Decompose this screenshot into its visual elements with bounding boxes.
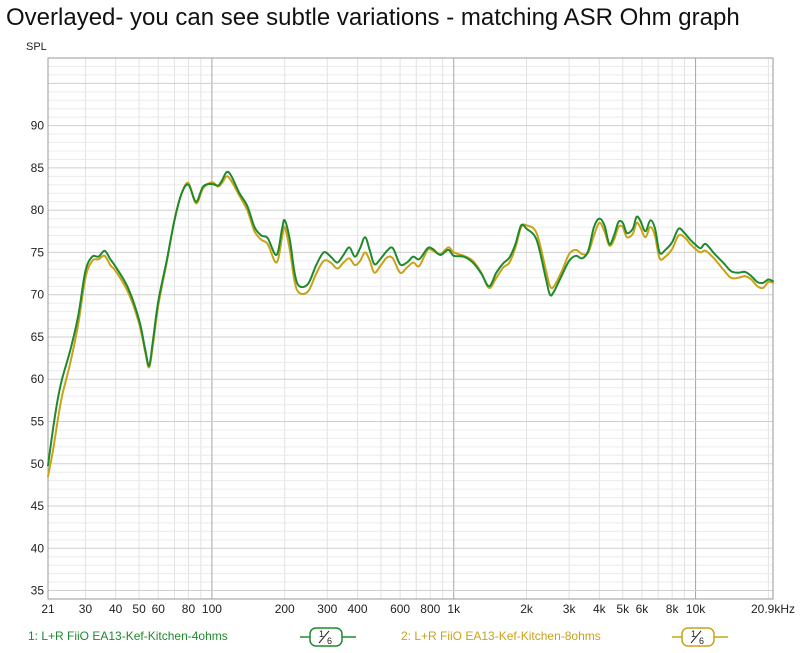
smoothing-denominator-1: 6 (327, 636, 332, 646)
x-tick-label: 21 (41, 602, 55, 616)
x-tick-label: 3k (563, 602, 577, 616)
chart-title: Overlayed- you can see subtle variations… (6, 4, 740, 31)
x-tick-label: 800 (420, 602, 440, 616)
x-tick-label: 50 (132, 602, 146, 616)
major-grid (48, 58, 773, 599)
y-tick-label: 80 (31, 203, 45, 217)
smoothing-numerator-2: 1 (691, 629, 696, 639)
x-tick-label: 10k (686, 602, 706, 616)
x-tick-label: 1k (447, 602, 461, 616)
x-tick-label: 200 (275, 602, 295, 616)
x-tick-label: 400 (347, 602, 367, 616)
x-tick-label: 100 (202, 602, 222, 616)
y-axis-label: SPL (26, 41, 47, 53)
legend-label-1: 1: L+R FiiO EA13-Kef-Kitchen-4ohms (28, 629, 228, 643)
y-tick-label: 55 (31, 414, 45, 428)
y-tick-label: 75 (31, 245, 45, 259)
y-tick-label: 65 (31, 330, 45, 344)
smoothing-button-1[interactable]: 1 6 (300, 626, 356, 648)
minor-grid (48, 57, 773, 600)
y-tick-label: 50 (31, 457, 45, 471)
legend-item-1[interactable]: 1: L+R FiiO EA13-Kef-Kitchen-4ohms (28, 629, 228, 643)
plot-frame (47, 57, 774, 600)
x-tick-label: 5k (616, 602, 630, 616)
x-tick-label: 80 (182, 602, 196, 616)
x-tick-label: 20.9kHz (751, 602, 795, 616)
legend-item-2[interactable]: 2: L+R FiiO EA13-Kef-Kitchen-8ohms (401, 629, 601, 643)
smoothing-button-2[interactable]: 1 6 (672, 626, 728, 648)
x-tick-label: 600 (390, 602, 410, 616)
series-layer (47, 170, 774, 478)
smoothing-denominator-2: 6 (699, 636, 704, 646)
smoothing-numerator-1: 1 (319, 629, 324, 639)
x-axis-ticks: 21 30 40 50 60 80 100 200 300 400 600 800 1k 2k 3k 4k 5k… (41, 602, 795, 616)
y-tick-label: 70 (31, 288, 45, 302)
x-tick-label: 300 (317, 602, 337, 616)
x-tick-label: 4k (593, 602, 607, 616)
x-tick-label: 40 (109, 602, 123, 616)
legend-label-2: 2: L+R FiiO EA13-Kef-Kitchen-8ohms (401, 629, 601, 643)
x-tick-label: 60 (152, 602, 166, 616)
y-tick-label: 90 (31, 119, 45, 133)
x-tick-label: 2k (520, 602, 534, 616)
y-axis-ticks: 35 40 45 50 55 60 65 70 75 80 85 90 (31, 119, 45, 598)
x-tick-label: 30 (79, 602, 93, 616)
x-tick-label: 8k (666, 602, 680, 616)
x-tick-label: 6k (636, 602, 650, 616)
y-tick-label: 40 (31, 541, 45, 555)
y-tick-label: 60 (31, 372, 45, 386)
y-tick-label: 35 (31, 584, 45, 598)
series-line-4ohms (47, 170, 774, 467)
y-tick-label: 85 (31, 161, 45, 175)
y-tick-label: 45 (31, 499, 45, 513)
